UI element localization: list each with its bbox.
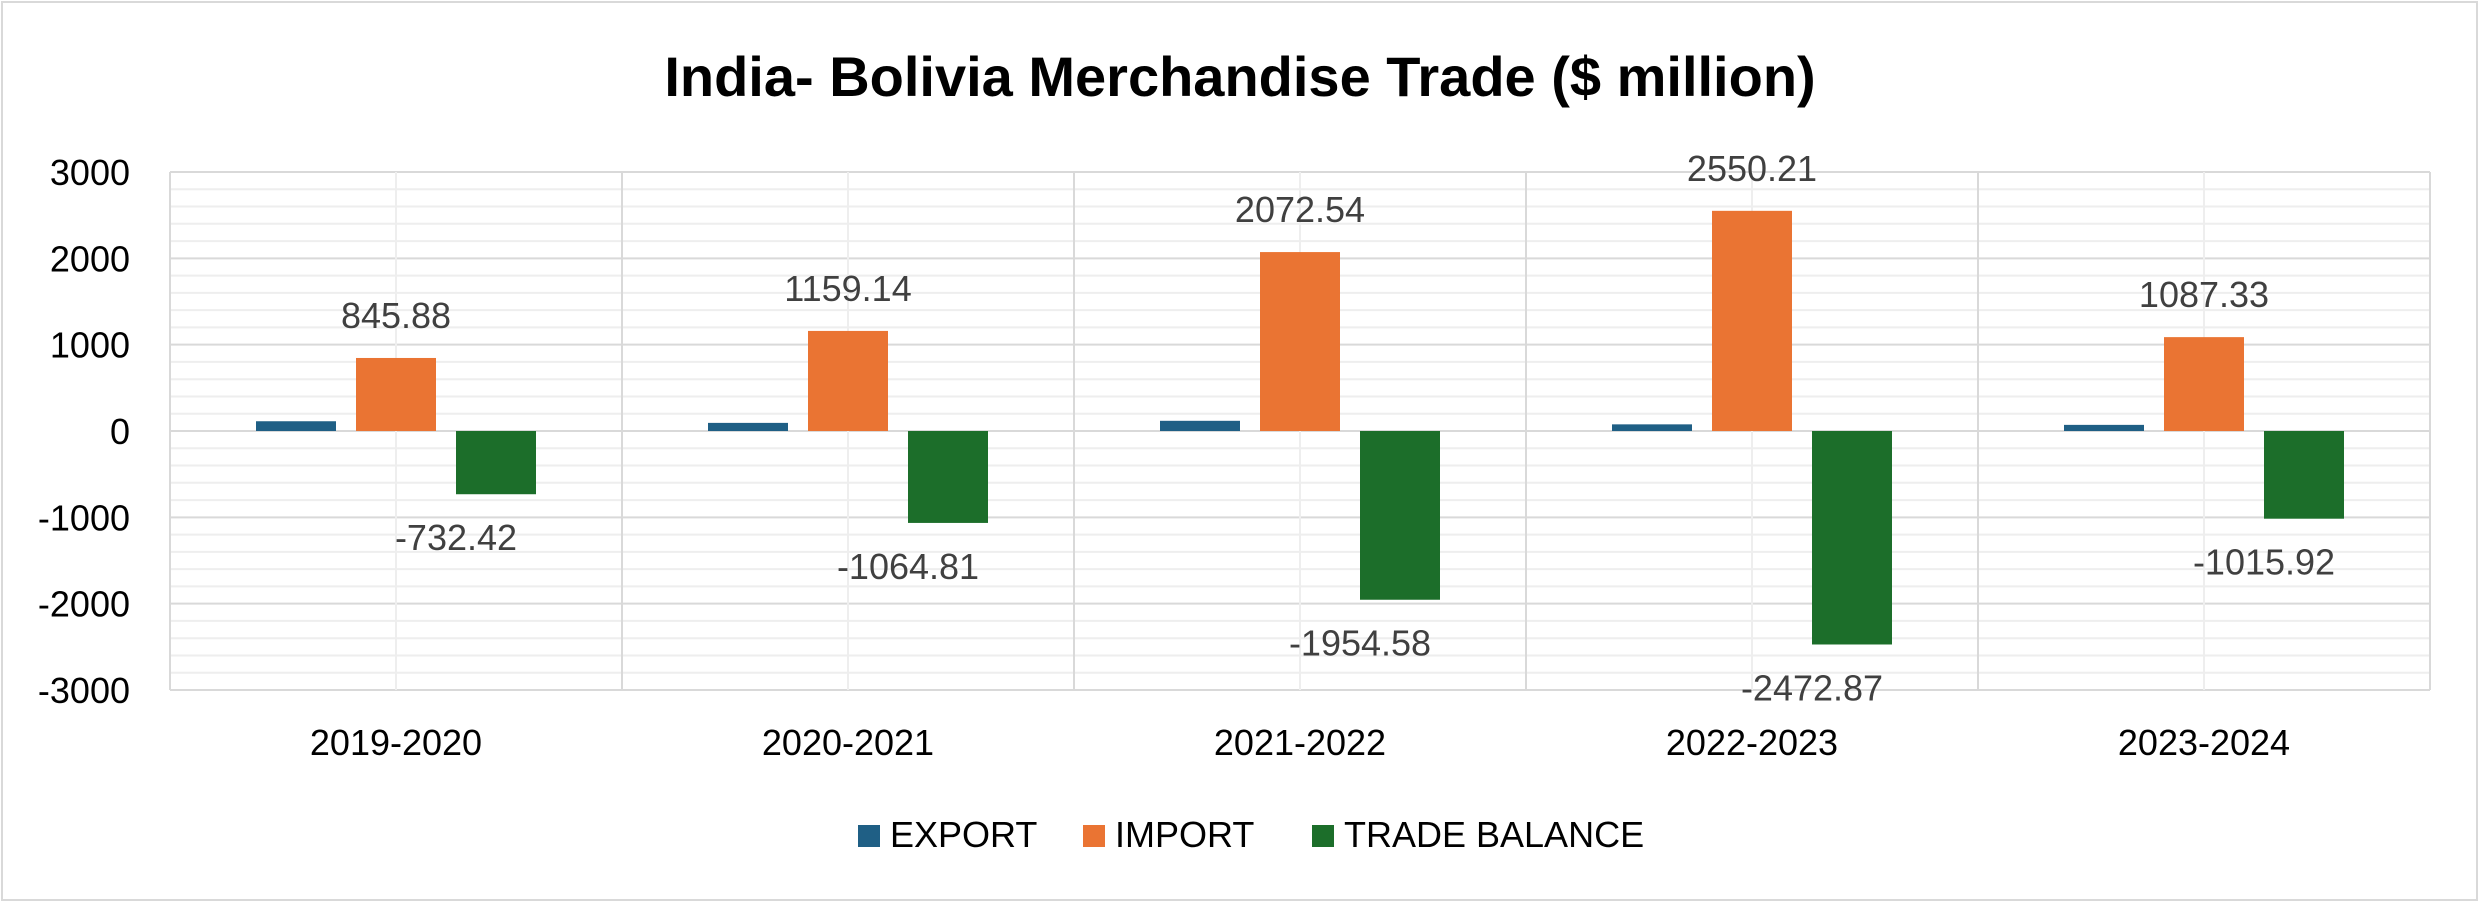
legend-swatch: [1083, 825, 1105, 847]
data-label: 1159.14: [784, 268, 911, 309]
x-tick-label: 2019-2020: [310, 722, 482, 763]
data-label: -1954.58: [1289, 623, 1431, 664]
data-label: -2472.87: [1741, 667, 1883, 708]
bar-import: [356, 357, 436, 431]
legend-label: IMPORT: [1115, 814, 1254, 855]
bar-export: [2064, 424, 2144, 431]
data-label: 845.88: [341, 295, 451, 336]
data-label: 2072.54: [1235, 189, 1365, 230]
legend-label: TRADE BALANCE: [1344, 814, 1644, 855]
bars: [256, 210, 2344, 645]
bar-export: [256, 421, 336, 431]
bar-trade-balance: [908, 431, 988, 523]
legend: EXPORT IMPORT TRADE BALANCE: [858, 814, 1644, 855]
y-tick-label: 3000: [50, 152, 130, 193]
x-axis: 2019-2020 2020-2021 2021-2022 2022-2023 2023…: [310, 722, 2290, 763]
y-axis: 3000 2000 1000 0 -1000 -2000 -3000: [38, 152, 130, 711]
bar-export: [708, 422, 788, 431]
bar-export: [1612, 424, 1692, 431]
data-label: -732.42: [395, 517, 517, 558]
legend-swatch: [1312, 825, 1334, 847]
x-tick-label: 2023-2024: [2118, 722, 2290, 763]
data-label: -1064.81: [837, 546, 979, 587]
bar-import: [1260, 252, 1340, 431]
bar-import: [808, 330, 888, 431]
y-tick-label: 2000: [50, 238, 130, 279]
bar-export: [1160, 420, 1240, 431]
bar-trade-balance: [1360, 431, 1440, 600]
data-label: 1087.33: [2139, 274, 2269, 315]
y-tick-label: 0: [110, 411, 130, 452]
x-tick-label: 2022-2023: [1666, 722, 1838, 763]
chart-title: India- Bolivia Merchandise Trade ($ mill…: [664, 45, 1815, 108]
bar-import: [2164, 337, 2244, 431]
bar-trade-balance: [2264, 431, 2344, 519]
legend-label: EXPORT: [890, 814, 1037, 855]
bar-trade-balance: [1812, 431, 1892, 645]
data-label: -1015.92: [2193, 542, 2335, 583]
bar-trade-balance: [456, 431, 536, 495]
x-tick-label: 2020-2021: [762, 722, 934, 763]
x-tick-label: 2021-2022: [1214, 722, 1386, 763]
y-tick-label: -2000: [38, 584, 130, 625]
y-tick-label: -1000: [38, 497, 130, 538]
data-labels: 845.88 -732.42 1159.14 -1064.81 2072.54 -1954…: [341, 148, 2335, 709]
y-tick-label: -3000: [38, 670, 130, 711]
legend-swatch: [858, 825, 880, 847]
bar-import: [1712, 210, 1792, 431]
y-tick-label: 1000: [50, 325, 130, 366]
data-label: 2550.21: [1687, 148, 1817, 189]
